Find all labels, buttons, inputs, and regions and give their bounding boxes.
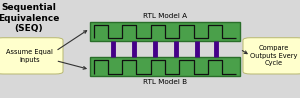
Text: RTL Model A: RTL Model A (143, 13, 187, 19)
Text: Assume Equal
Inputs: Assume Equal Inputs (6, 49, 53, 63)
Text: RTL Model B: RTL Model B (143, 79, 187, 85)
FancyBboxPatch shape (243, 38, 300, 74)
Text: Sequential
Equivalence
(SEQ): Sequential Equivalence (SEQ) (0, 3, 59, 33)
Text: Compare
Outputs Every
Cycle: Compare Outputs Every Cycle (250, 45, 297, 66)
FancyBboxPatch shape (0, 38, 63, 74)
FancyBboxPatch shape (90, 22, 240, 41)
FancyBboxPatch shape (90, 57, 240, 76)
